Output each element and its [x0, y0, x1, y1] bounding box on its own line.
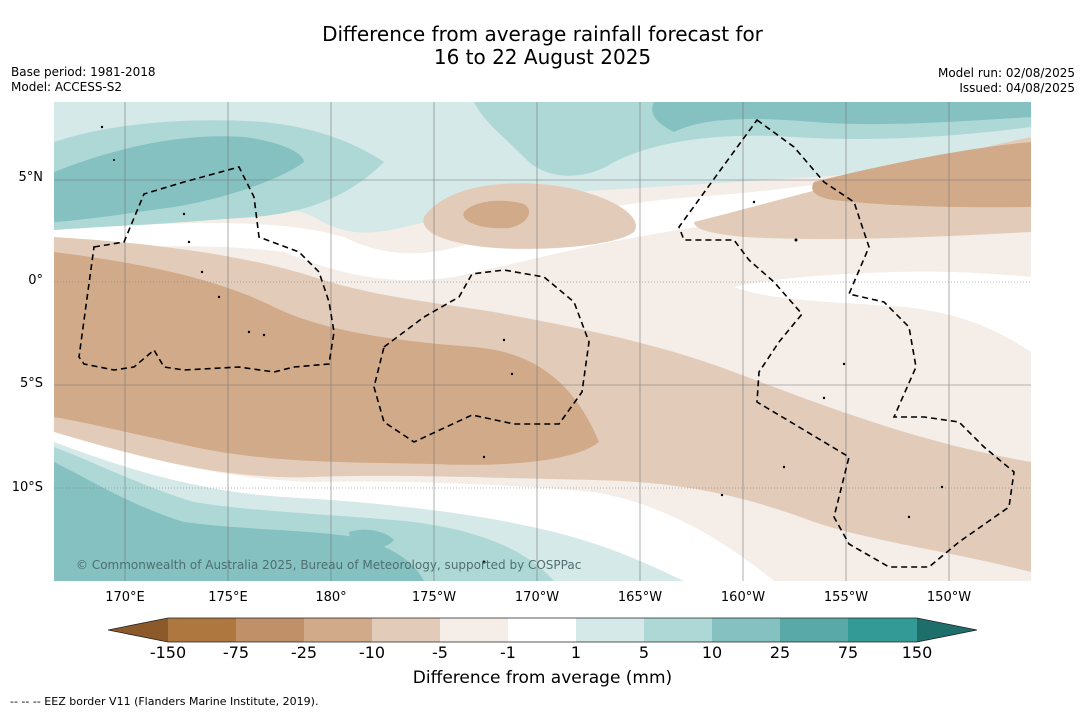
chart-title-line1: Difference from average rainfall forecas…: [322, 22, 763, 46]
dry-blob-center-core: [463, 200, 529, 229]
lon-label-170w: 170°W: [514, 590, 560, 605]
legend-swatch-8: [644, 618, 712, 642]
lon-label-155w: 155°W: [823, 590, 869, 605]
white-patch-equator: [734, 271, 1031, 352]
legend-outline: [108, 617, 978, 643]
lon-label-175w: 175°W: [411, 590, 457, 605]
legend-swatch-1: [168, 618, 236, 642]
legend-swatch-10: [780, 618, 848, 642]
lat-label-10s: 10°S: [11, 480, 43, 495]
legend-tick-0: -150: [149, 643, 187, 662]
dry-blob-center-north: [423, 183, 636, 249]
islands: [100, 125, 944, 564]
chart-title-line2: 16 to 22 August 2025: [433, 45, 652, 69]
lat-label-0: 0°: [28, 273, 43, 288]
legend-tick-10: 75: [837, 643, 859, 662]
legend-tick-7: 5: [638, 643, 650, 662]
legend-swatch-7: [576, 618, 644, 642]
legend-swatch-6: [508, 618, 576, 642]
legend-colorbar: [108, 617, 978, 643]
gridlines: [54, 102, 1031, 581]
lon-label-165w: 165°W: [617, 590, 663, 605]
legend-swatch-5: [440, 618, 508, 642]
model-name: Model: ACCESS-S2: [11, 80, 123, 94]
white-gap-north: [54, 152, 1031, 281]
legend-swatch-11: [848, 618, 917, 642]
legend-tick-8: 10: [701, 643, 723, 662]
rainfall-anomaly-map: © Commonwealth of Australia 2025, Bureau…: [54, 102, 1031, 581]
legend-swatch-2: [236, 618, 304, 642]
meta-left: Base period: 1981-2018 Model: ACCESS-S2: [11, 65, 156, 95]
base-period: Base period: 1981-2018: [11, 65, 156, 79]
legend-tick-3: -10: [358, 643, 386, 662]
legend-swatch-12: [917, 618, 977, 642]
legend-swatch-4: [372, 618, 440, 642]
legend-tick-2: -25: [290, 643, 318, 662]
north-wet-core: [54, 136, 304, 222]
north-wet-core-east: [652, 102, 1031, 132]
legend-swatch-3: [304, 618, 372, 642]
map-canvas: [54, 102, 1031, 581]
legend-tick-6: 1: [570, 643, 582, 662]
copyright-credit: © Commonwealth of Australia 2025, Bureau…: [76, 558, 582, 572]
legend-tick-1: -75: [222, 643, 250, 662]
legend-swatch-0: [108, 618, 168, 642]
lon-label-150w: 150°W: [926, 590, 972, 605]
lat-label-5s: 5°S: [19, 376, 43, 391]
eez-footnote: -- -- -- EEZ border V11 (Flanders Marine…: [10, 695, 319, 708]
legend-swatch-9: [712, 618, 780, 642]
lon-label-180: 180°: [315, 590, 347, 605]
south-dry-band-inner: [54, 252, 599, 465]
legend-tick-5: -1: [500, 643, 516, 662]
legend-tick-4: -5: [432, 643, 448, 662]
eez-borders: [78, 118, 1015, 568]
meta-right: Model run: 02/08/2025 Issued: 04/08/2025: [938, 66, 1075, 96]
legend-title: Difference from average (mm): [412, 668, 673, 688]
model-run: Model run: 02/08/2025: [937, 66, 1075, 80]
lon-label-160w: 160°W: [720, 590, 766, 605]
lat-label-5n: 5°N: [18, 170, 44, 185]
legend-tick-11: 150: [901, 643, 933, 662]
legend-tick-9: 25: [769, 643, 791, 662]
south-wet-core: [54, 462, 424, 581]
dry-core-northeast: [812, 142, 1031, 208]
issued-date: Issued: 04/08/2025: [959, 81, 1075, 95]
lon-label-175e: 175°E: [208, 590, 248, 605]
south-wet-spot: [349, 529, 394, 550]
lon-label-170e: 170°E: [105, 590, 145, 605]
